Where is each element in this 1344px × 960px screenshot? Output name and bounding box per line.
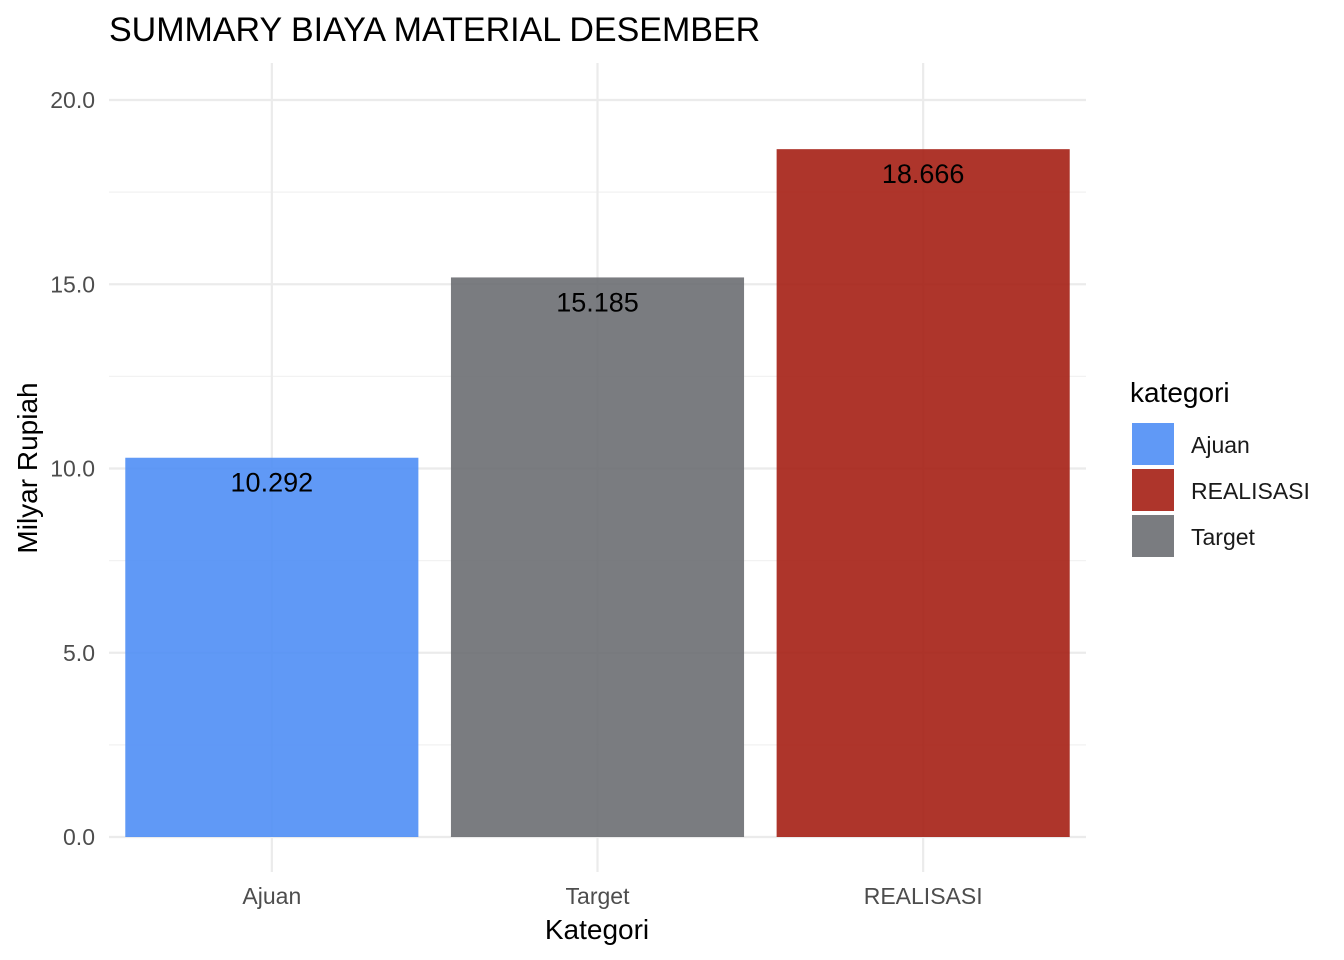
bar-target: [450, 277, 745, 837]
legend-label: REALISASI: [1191, 478, 1310, 504]
x-tick-label: Target: [566, 883, 631, 909]
x-axis-ticks: Ajuan Target REALISASI: [242, 883, 982, 909]
y-axis-ticks: 0.0 5.0 10.0 15.0 20.0: [50, 87, 95, 850]
bar-value-label: 15.185: [556, 287, 639, 317]
legend-label: Target: [1191, 524, 1256, 550]
bar-value-label: 10.292: [231, 468, 314, 498]
bar-value-labels: 10.292 15.185 18.666: [231, 159, 965, 498]
bars: [125, 149, 1070, 837]
y-tick-label: 0.0: [63, 824, 95, 850]
x-axis-title: Kategori: [545, 914, 649, 945]
x-tick-label: REALISASI: [864, 883, 983, 909]
bar-ajuan: [125, 457, 419, 837]
y-tick-label: 15.0: [50, 271, 95, 297]
y-tick-label: 20.0: [50, 87, 95, 113]
legend-key-realisasi: [1132, 469, 1174, 511]
bar-value-label: 18.666: [882, 159, 965, 189]
legend: kategori Ajuan REALISASI Target: [1130, 377, 1310, 557]
x-tick-label: Ajuan: [242, 883, 301, 909]
chart-title: SUMMARY BIAYA MATERIAL DESEMBER: [109, 11, 760, 49]
y-tick-label: 5.0: [63, 640, 95, 666]
legend-key-target: [1132, 515, 1174, 557]
y-axis-title: Milyar Rupiah: [12, 382, 43, 553]
legend-entries: Ajuan REALISASI Target: [1132, 423, 1310, 557]
y-tick-label: 10.0: [50, 456, 95, 482]
legend-title: kategori: [1130, 377, 1230, 408]
legend-label: Ajuan: [1191, 432, 1250, 458]
bar-realisasi: [776, 149, 1070, 837]
legend-key-ajuan: [1132, 423, 1174, 465]
